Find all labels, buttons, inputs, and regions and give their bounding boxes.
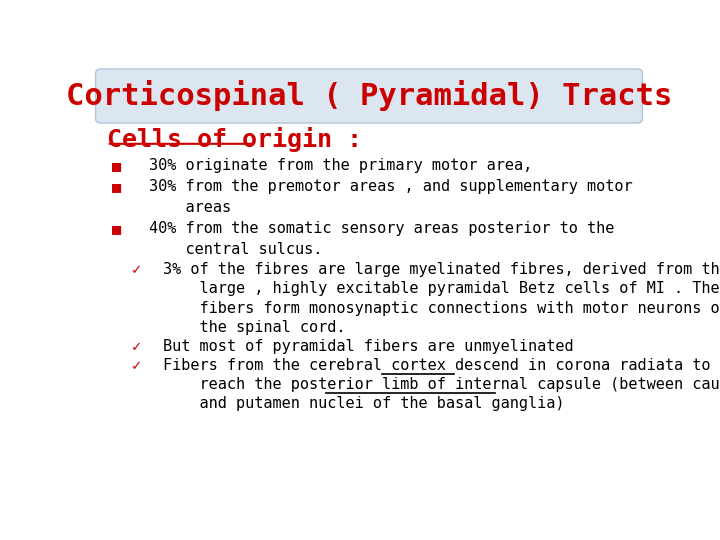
Text: areas: areas [148, 200, 230, 215]
Text: Fibers from the cerebral cortex descend in corona radiata to: Fibers from the cerebral cortex descend … [163, 358, 710, 373]
Text: ■: ■ [112, 179, 122, 194]
Text: the spinal cord.: the spinal cord. [163, 320, 345, 335]
Text: large , highly excitable pyramidal Betz cells of MI . These: large , highly excitable pyramidal Betz … [163, 281, 720, 296]
Text: 40% from the somatic sensory areas posterior to the: 40% from the somatic sensory areas poste… [148, 221, 614, 236]
Text: reach the posterior limb of internal capsule (between caudate: reach the posterior limb of internal cap… [163, 377, 720, 392]
Text: ✓: ✓ [132, 358, 141, 373]
Text: ✓: ✓ [132, 262, 141, 278]
Text: central sulcus.: central sulcus. [148, 241, 322, 256]
Text: Cells of origin :: Cells of origin : [107, 127, 361, 152]
Text: fibers form monosynaptic connections with motor neurons of: fibers form monosynaptic connections wit… [163, 301, 720, 315]
Text: Corticospinal ( Pyramidal) Tracts: Corticospinal ( Pyramidal) Tracts [66, 80, 672, 111]
Text: and putamen nuclei of the basal ganglia): and putamen nuclei of the basal ganglia) [163, 396, 564, 411]
Text: But most of pyramidal fibers are unmyelinated: But most of pyramidal fibers are unmyeli… [163, 339, 573, 354]
Text: ✓: ✓ [132, 339, 141, 354]
Text: ■: ■ [112, 158, 122, 173]
Text: 3% of the fibres are large myelinated fibres, derived from the: 3% of the fibres are large myelinated fi… [163, 262, 720, 278]
Text: 30% from the premotor areas , and supplementary motor: 30% from the premotor areas , and supple… [148, 179, 632, 194]
FancyBboxPatch shape [96, 69, 642, 123]
Text: ■: ■ [112, 221, 122, 236]
Text: 30% originate from the primary motor area,: 30% originate from the primary motor are… [148, 158, 532, 173]
